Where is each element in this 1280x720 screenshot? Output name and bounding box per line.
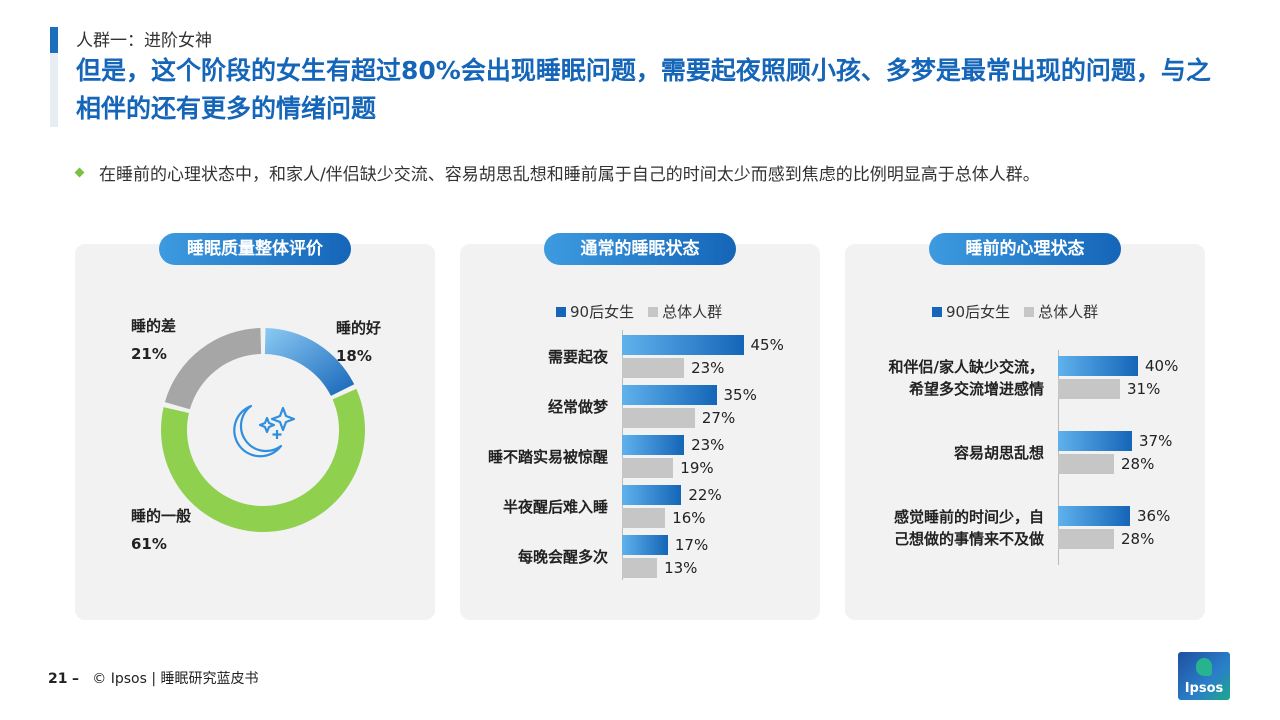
category-label: 半夜醒后难入睡 <box>503 496 608 518</box>
panel-title-sleep-quality: 睡眠质量整体评价 <box>159 233 351 265</box>
data-label-secondary: 16% <box>672 509 706 527</box>
bar-secondary <box>622 558 658 578</box>
donut-label-bad: 睡的差 21% <box>131 312 176 368</box>
category-label: 容易胡思乱想 <box>954 442 1044 464</box>
bar-primary <box>622 485 682 505</box>
moon-stars-icon <box>233 404 296 458</box>
bar-primary <box>1058 356 1138 376</box>
bar-primary <box>622 385 717 405</box>
legend-item-secondary: 总体人群 <box>1024 301 1098 322</box>
ipsos-logo: Ipsos <box>1178 652 1230 700</box>
data-label-secondary: 28% <box>1121 455 1155 473</box>
legend-swatch-primary <box>556 306 566 317</box>
category-label-line: 容易胡思乱想 <box>953 444 1044 462</box>
data-label-primary: 22% <box>688 486 722 504</box>
bar-secondary <box>622 508 666 528</box>
donut-slice-mid <box>160 388 365 532</box>
category-label: 每晚会醒多次 <box>518 546 608 568</box>
category-label-line: 半夜醒后难入睡 <box>502 498 608 516</box>
bar-secondary <box>1058 379 1120 399</box>
panel-title-mental-state: 睡前的心理状态 <box>929 233 1121 265</box>
category-label-line: 和伴侣/家人缺少交流， <box>888 358 1044 376</box>
legend-swatch-primary <box>932 306 942 317</box>
footer: 21 – © Ipsos | 睡眠研究蓝皮书 <box>48 668 259 688</box>
bar-secondary <box>1058 529 1114 549</box>
bar-primary <box>622 335 744 355</box>
category-label: 需要起夜 <box>548 346 608 368</box>
donut-label-mid-value: 61% <box>131 535 167 553</box>
donut-chart <box>160 328 365 532</box>
accent-bar <box>50 27 58 127</box>
category-label: 经常做梦 <box>548 396 608 418</box>
bar-secondary <box>622 458 674 478</box>
category-label-line: 感觉睡前的时间少，自 <box>893 508 1044 526</box>
bar-secondary <box>1058 454 1114 474</box>
legend-label-primary: 90后女生 <box>570 303 635 321</box>
category-label-line: 睡不踏实易被惊醒 <box>487 448 608 466</box>
data-label-secondary: 27% <box>701 409 736 427</box>
donut-label-good: 睡的好 18% <box>336 314 381 370</box>
bar-secondary <box>622 358 685 378</box>
data-label-secondary: 31% <box>1127 380 1161 398</box>
category-label-line: 经常做梦 <box>547 398 608 416</box>
panel-sleep-quality <box>75 244 435 620</box>
donut-slice-bad <box>164 328 262 410</box>
donut-label-good-name: 睡的好 <box>336 319 382 337</box>
legend-swatch-secondary <box>1024 306 1035 317</box>
footer-source: © Ipsos | 睡眠研究蓝皮书 <box>92 671 259 687</box>
bullet-text: 在睡前的心理状态中，和家人/伴侣缺少交流、容易胡思乱想和睡前属于自己的时间太少而… <box>99 165 1040 185</box>
data-label-secondary: 28% <box>1121 530 1155 548</box>
legend-label-secondary: 总体人群 <box>1038 303 1099 321</box>
category-label: 睡不踏实易被惊醒 <box>488 446 608 468</box>
data-label-primary: 23% <box>691 436 725 454</box>
donut-label-good-value: 18% <box>336 347 372 365</box>
data-label-secondary: 19% <box>680 459 714 477</box>
bullet-point: 在睡前的心理状态中，和家人/伴侣缺少交流、容易胡思乱想和睡前属于自己的时间太少而… <box>74 160 1040 185</box>
legend-sleep-state: 90后女生 总体人群 <box>556 301 736 322</box>
category-label: 和伴侣/家人缺少交流， 希望多交流增进感情 <box>889 356 1044 400</box>
legend-item-secondary: 总体人群 <box>648 301 722 322</box>
bar-primary <box>622 435 685 455</box>
page-dash: – <box>71 671 79 687</box>
bar-primary <box>1058 431 1132 451</box>
legend-label-secondary: 总体人群 <box>662 303 723 321</box>
section-kicker: 人群一：进阶女神 <box>76 31 212 51</box>
legend-item-primary: 90后女生 <box>556 301 634 322</box>
page-headline: 但是，这个阶段的女生有超过80%会出现睡眠问题，需要起夜照顾小孩、多梦是最常出现… <box>76 56 1211 123</box>
data-label-primary: 36% <box>1137 507 1171 525</box>
legend-swatch-secondary <box>648 306 659 317</box>
legend-label-primary: 90后女生 <box>946 303 1011 321</box>
category-label-line: 己想做的事情来不及做 <box>893 530 1044 548</box>
category-label-line: 希望多交流增进感情 <box>908 380 1044 398</box>
legend-mental-state: 90后女生 总体人群 <box>932 301 1112 322</box>
data-label-primary: 37% <box>1139 432 1173 450</box>
donut-label-mid-name: 睡的一般 <box>131 507 192 525</box>
legend-item-primary: 90后女生 <box>932 301 1010 322</box>
page-number: 21 <box>48 671 68 687</box>
category-label-line: 每晚会醒多次 <box>517 548 608 566</box>
data-label-secondary: 13% <box>664 559 698 577</box>
data-label-primary: 40% <box>1145 357 1179 375</box>
logo-mark-icon <box>1196 658 1212 676</box>
logo-text: Ipsos <box>1184 681 1224 696</box>
donut-slice-good <box>264 328 355 396</box>
panel-sleep-state <box>460 244 820 620</box>
category-label-line: 需要起夜 <box>547 348 608 366</box>
category-label: 感觉睡前的时间少，自 己想做的事情来不及做 <box>894 506 1044 550</box>
data-label-primary: 17% <box>674 536 709 554</box>
bar-primary <box>1058 506 1130 526</box>
donut-label-bad-value: 21% <box>131 345 167 363</box>
data-label-primary: 45% <box>750 336 784 354</box>
data-label-primary: 35% <box>723 386 757 404</box>
bullet-icon <box>74 167 85 178</box>
data-label-secondary: 23% <box>691 359 725 377</box>
panel-title-sleep-state: 通常的睡眠状态 <box>544 233 736 265</box>
bar-primary <box>622 535 668 555</box>
donut-label-bad-name: 睡的差 <box>131 317 177 335</box>
donut-label-mid: 睡的一般 61% <box>131 502 191 558</box>
bar-axis <box>622 330 623 580</box>
bar-secondary <box>622 408 695 428</box>
